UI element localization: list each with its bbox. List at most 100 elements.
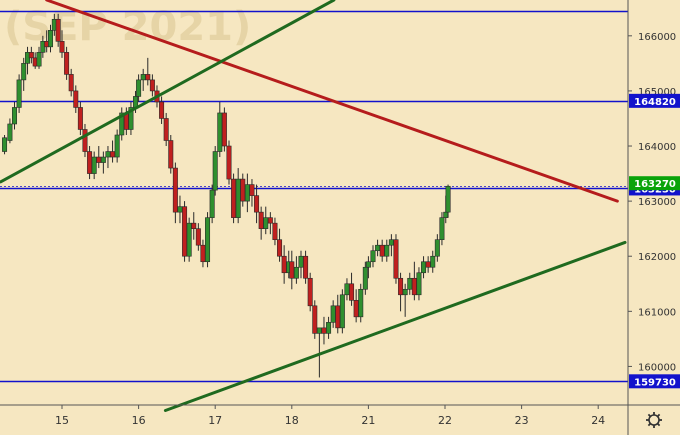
price-label: 164820	[629, 93, 680, 108]
candle-body	[425, 261, 431, 268]
x-tick-label: 15	[55, 414, 69, 427]
candle-body	[168, 140, 174, 169]
candle-body	[28, 52, 34, 59]
candle-body	[87, 151, 93, 174]
candle-body	[298, 255, 304, 268]
candle	[168, 135, 174, 174]
candle	[307, 272, 313, 312]
price-axis: 166000 165000 164000 163000 162000 161000 1600…	[628, 32, 676, 373]
level-lines	[0, 10, 628, 383]
candle	[186, 217, 192, 262]
candle-body	[362, 266, 368, 290]
price-label: 163270	[629, 176, 680, 191]
candle-body	[221, 112, 227, 147]
x-tick-label: 17	[208, 414, 222, 427]
y-tick-label: 165000	[638, 87, 676, 98]
candle-body	[36, 52, 42, 67]
candle	[28, 46, 34, 64]
candle	[326, 316, 332, 339]
y-tick-label: 161000	[638, 307, 676, 318]
candle-body	[316, 327, 322, 334]
candle	[303, 250, 309, 284]
candle-body	[353, 300, 359, 318]
candle	[370, 245, 376, 268]
candle-body	[21, 63, 27, 81]
y-tick-label: 166000	[638, 32, 676, 43]
candle	[77, 101, 83, 135]
candle	[16, 74, 22, 113]
candle	[48, 24, 54, 53]
candle	[73, 85, 79, 113]
candle	[434, 234, 440, 262]
candle	[221, 107, 227, 152]
candle	[7, 118, 13, 144]
settings-icon[interactable]	[646, 412, 662, 428]
candle	[231, 173, 237, 224]
candle	[36, 46, 42, 69]
candle	[68, 68, 74, 97]
candle-body	[407, 277, 413, 290]
candle-body	[330, 305, 336, 323]
candle	[191, 212, 197, 240]
candle	[365, 256, 371, 279]
candle	[21, 57, 27, 91]
candle-body	[388, 239, 394, 246]
candle-body	[303, 255, 309, 279]
candle-body	[344, 283, 350, 296]
candle-body	[159, 101, 165, 119]
candle-body	[231, 178, 237, 218]
candle	[267, 212, 273, 235]
candle-body	[2, 137, 8, 152]
candle-body	[64, 52, 70, 75]
candle	[82, 123, 88, 158]
candle-body	[443, 211, 449, 218]
price-label-box	[629, 374, 680, 389]
candle-body	[48, 30, 54, 48]
candle-body	[163, 118, 169, 141]
candle-body	[200, 244, 206, 263]
candle	[2, 135, 8, 155]
candle-body	[105, 151, 111, 158]
candle	[339, 289, 345, 334]
trendlines	[0, 0, 627, 413]
candle	[312, 300, 318, 339]
candle-body	[421, 261, 427, 274]
x-tick-label: 18	[285, 414, 299, 427]
candle-body	[416, 272, 422, 296]
candle-body	[12, 107, 18, 125]
candle-body	[140, 74, 146, 81]
candle	[136, 74, 142, 102]
candle-body	[172, 167, 178, 213]
price-label-text: 163270	[634, 179, 676, 190]
candle	[100, 151, 106, 174]
candle-body	[145, 74, 151, 81]
candle-body	[209, 189, 215, 218]
price-label-text: 159730	[634, 377, 676, 388]
candle-body	[281, 255, 287, 274]
candle-body	[293, 266, 299, 279]
candle-body	[445, 185, 451, 213]
candle	[293, 256, 299, 284]
candle-body	[82, 129, 88, 152]
candle	[430, 250, 436, 273]
candle-body	[398, 277, 404, 296]
candle-body	[339, 294, 345, 329]
candle-body	[402, 288, 408, 296]
trendline-lower-channel	[163, 240, 627, 413]
candle-body	[182, 206, 188, 257]
candle-body	[370, 250, 376, 263]
candle	[254, 184, 260, 224]
candle-body	[177, 206, 183, 213]
candle-body	[244, 184, 250, 202]
price-label: 159730	[629, 374, 680, 389]
candle	[64, 46, 70, 80]
candle	[249, 179, 255, 207]
candle-body	[191, 222, 197, 229]
candle-body	[55, 18, 61, 42]
candle-body	[411, 277, 417, 296]
candle	[277, 228, 283, 262]
price-label-box	[629, 176, 680, 191]
candle	[205, 212, 211, 268]
candle	[128, 101, 134, 135]
